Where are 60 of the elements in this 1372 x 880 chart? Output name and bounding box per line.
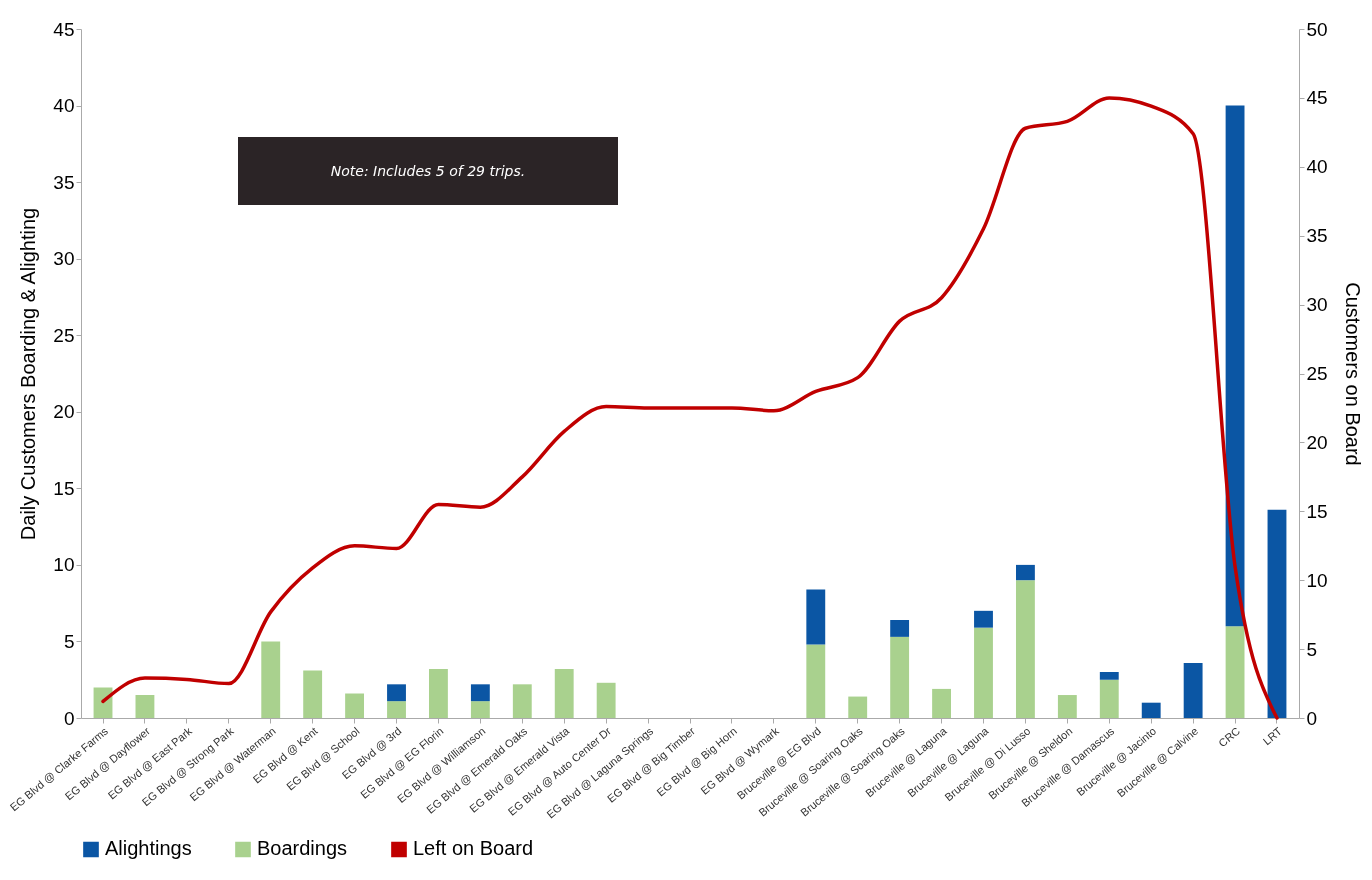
bar [848,696,868,718]
y2-tick-label: 40 [1306,156,1328,178]
bar [512,684,532,718]
bar [890,636,910,718]
bar [1099,672,1119,680]
x-tick-label: LRT [1260,724,1285,748]
y-tick-label: 15 [53,477,75,499]
x-tick-label: CRC [1216,724,1243,750]
bar [303,670,323,718]
y-tick-label: 0 [63,707,75,729]
y-tick-label: 30 [53,248,75,270]
bar [1141,702,1161,718]
y2-axis-title: Customers on Board [1341,282,1364,466]
bar [974,610,993,628]
bar [1015,564,1035,581]
bar [1057,695,1077,718]
bar [387,684,406,702]
bar [345,693,365,718]
y2-tick-label: 0 [1306,707,1318,729]
bar [1099,679,1119,718]
y-tick-label: 5 [63,630,75,652]
bar [429,669,448,718]
bar [1267,509,1287,718]
bar [1225,626,1245,718]
y2-tick-label: 25 [1306,363,1328,384]
y-tick-label: 45 [53,18,75,40]
y2-tick-label: 45 [1306,87,1328,109]
y2-tick-label: 10 [1306,569,1328,591]
y2-tick-label: 15 [1306,500,1328,522]
bar [806,644,826,718]
y2-tick-label: 30 [1306,294,1328,316]
y2-tick-label: 35 [1306,225,1328,247]
y-tick-label: 35 [53,171,75,193]
bar [974,627,993,718]
bar [470,684,490,702]
bar [387,701,406,718]
y2-tick-label: 20 [1306,431,1328,453]
y2-tick-label: 50 [1306,18,1328,40]
y-tick-label: 25 [53,324,75,346]
bar [1183,662,1203,718]
y2-tick-label: 5 [1306,638,1318,660]
note-panel: Note: Includes 5 of 29 trips. [238,137,618,205]
y-axis-title: Daily Customers Boarding & Alighting [17,207,40,541]
legend-label: Left on Board [413,837,534,860]
bar [470,701,490,718]
bar [806,589,826,645]
legend-label: Boardings [257,837,348,860]
bar [890,620,910,637]
bar [932,688,951,718]
y-tick-label: 20 [53,401,75,423]
bar [261,641,281,718]
legend-label: Alightings [105,837,192,860]
bar [596,682,616,718]
bar [1225,105,1245,627]
bar [1015,580,1035,718]
y-tick-label: 40 [53,95,75,117]
bar [554,669,574,718]
line-series [101,96,1279,720]
y-tick-label: 10 [53,554,75,576]
bar [135,695,155,718]
